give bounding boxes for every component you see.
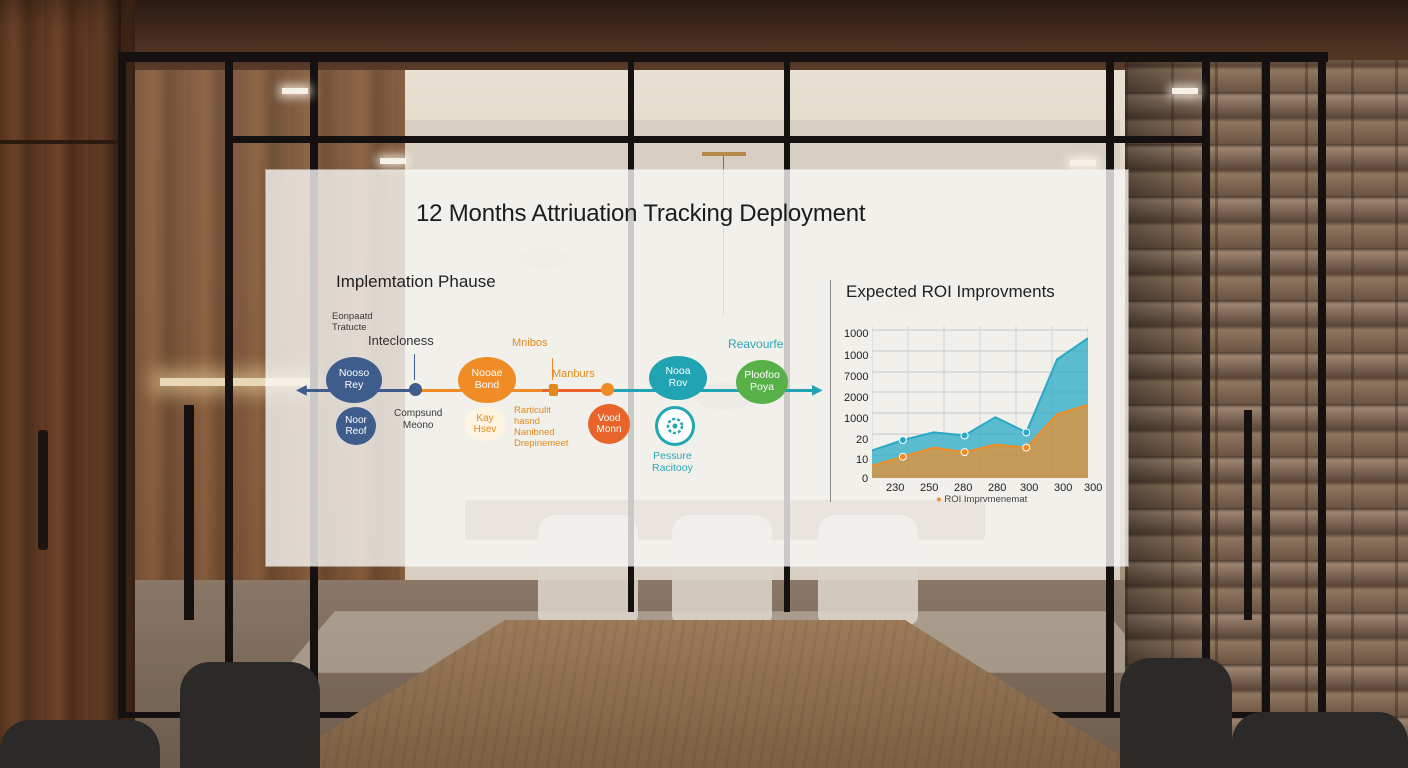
y-tick-label: 2000: [844, 392, 869, 404]
arrow-left-icon: ◀: [296, 381, 307, 397]
y-tick-label: 7000: [844, 371, 869, 383]
glass-door-handle: [184, 405, 194, 620]
timeline-label: Mnibos: [512, 337, 548, 349]
glass-frame-post: [225, 52, 233, 718]
milestone-dot: [601, 383, 614, 396]
timeline-caption: Compsund Meono: [394, 408, 443, 431]
pendant-lamp: [702, 152, 746, 156]
timeline-label: Reavourfe: [728, 337, 784, 351]
legend-label: ROI Imprvmenemat: [944, 494, 1028, 505]
timeline-label: Intecloness: [368, 333, 434, 348]
phase-node: Noor Reof: [336, 407, 376, 445]
ceiling-light: [380, 158, 406, 164]
phase-node: Nooa Rov: [649, 356, 707, 400]
x-tick-label: 230: [886, 482, 905, 494]
left-wood-wall: [0, 0, 135, 768]
phase-node: Vood Monn: [588, 404, 630, 444]
wall-panel-line: [0, 140, 118, 144]
glass-frame-post: [1262, 52, 1270, 718]
x-tick-label: 280: [988, 482, 1007, 494]
chair: [180, 662, 320, 768]
roi-chart-plot: [872, 326, 1088, 478]
data-point: [1022, 443, 1031, 452]
x-tick-label: 300: [1054, 482, 1073, 494]
y-tick-label: 1000: [844, 328, 869, 340]
x-tick-label: 250: [920, 482, 939, 494]
ceiling-light: [1172, 88, 1198, 94]
ceiling-light: [1070, 160, 1096, 166]
data-point: [1022, 428, 1031, 437]
milestone-dot: [409, 383, 422, 396]
glass-frame-mid: [230, 136, 1210, 143]
y-tick-label: 1000: [844, 350, 869, 362]
timeline-note: Eonpaatd Tratucte: [332, 311, 373, 333]
ceiling-light: [282, 88, 308, 94]
arrow-right-icon: ▶: [812, 381, 823, 397]
glass-frame-top: [118, 52, 1328, 62]
timeline-caption: Pessure Racitooy: [652, 450, 693, 475]
connector: [414, 354, 415, 380]
phase-node: Nooae Bond: [458, 357, 516, 403]
glass-frame-post: [118, 52, 126, 718]
connector: [552, 358, 553, 380]
glass-display-panel: 12 Months Attriuation Tracking Deploymen…: [266, 170, 1128, 566]
implementation-heading: Implemtation Phause: [336, 272, 496, 291]
data-point: [960, 431, 969, 440]
data-point: [898, 436, 907, 444]
door-handle: [38, 430, 48, 550]
phase-node: Ploofoo Poya: [736, 360, 788, 404]
chair: [0, 720, 160, 768]
x-tick-label: 280: [954, 482, 973, 494]
chart-title: Expected ROI Improvments: [846, 282, 1055, 301]
x-tick-label: 300: [1020, 482, 1039, 494]
series-line: [872, 404, 1088, 467]
x-tick-label: 300: [1084, 482, 1103, 494]
milestone-marker: [549, 384, 558, 396]
y-tick-label: 20: [856, 434, 869, 446]
phase-node: Nooso Rey: [326, 357, 382, 403]
legend-marker: ●: [936, 494, 942, 505]
data-point: [898, 452, 907, 461]
timeline-label: Manburs: [552, 368, 595, 380]
y-tick-label: 1000: [844, 413, 869, 425]
gear-icon-svg: [666, 417, 684, 435]
glass-frame-post: [1318, 52, 1326, 718]
lit-shelf: [160, 378, 310, 386]
gear-icon: [655, 406, 695, 446]
section-divider: [830, 280, 831, 502]
glass-door-handle: [1244, 410, 1252, 620]
series-line: [872, 337, 1088, 452]
chair: [1120, 658, 1232, 768]
chart-legend: ● ROI Imprvmenemat: [936, 494, 1028, 506]
y-tick-label: 0: [862, 473, 869, 485]
chair: [1232, 712, 1408, 768]
series-area: [872, 405, 1088, 478]
panel-title: 12 Months Attriuation Tracking Deploymen…: [416, 200, 866, 227]
data-point: [960, 448, 969, 457]
phase-node: Kay Hsev: [464, 407, 506, 441]
timeline-caption: Rarticulit hasnd Nanibned Drepinemeet: [514, 405, 569, 449]
y-tick-label: 10: [856, 454, 869, 466]
glass-frame-post: [1202, 52, 1210, 718]
timeline-segment: [542, 389, 612, 392]
